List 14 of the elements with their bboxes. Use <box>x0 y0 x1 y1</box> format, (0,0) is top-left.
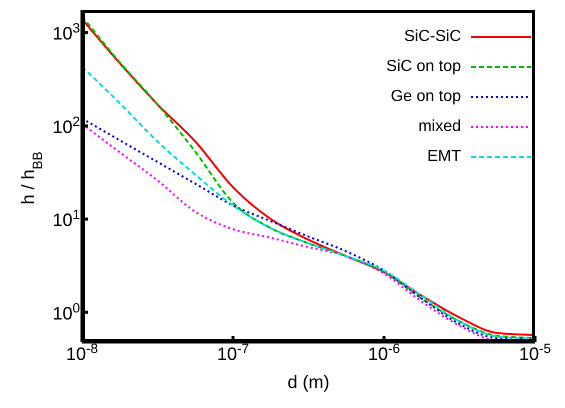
legend-label: mixed <box>418 118 461 136</box>
y-tick-label: 10$^{1}$ <box>52 206 80 230</box>
legend-label: EMT <box>427 148 461 166</box>
x-tick-label: 10$^{-8}$ <box>66 340 98 364</box>
y-tick-label: 10$^{2}$ <box>52 113 80 137</box>
x-tick-label: 10$^{-6}$ <box>368 340 400 364</box>
x-tick-label: 10$^{-5}$ <box>518 340 552 364</box>
x-axis-title: d (m) <box>288 372 330 392</box>
legend-label: Ge on top <box>390 88 461 106</box>
y-tick-label: 10$^{3}$ <box>52 20 80 44</box>
legend-label: SiC on top <box>386 58 461 76</box>
legend-label: SiC-SiC <box>404 28 461 46</box>
y-tick-label: 10$^{0}$ <box>52 300 80 324</box>
x-tick-label: 10$^{-7}$ <box>216 340 250 364</box>
